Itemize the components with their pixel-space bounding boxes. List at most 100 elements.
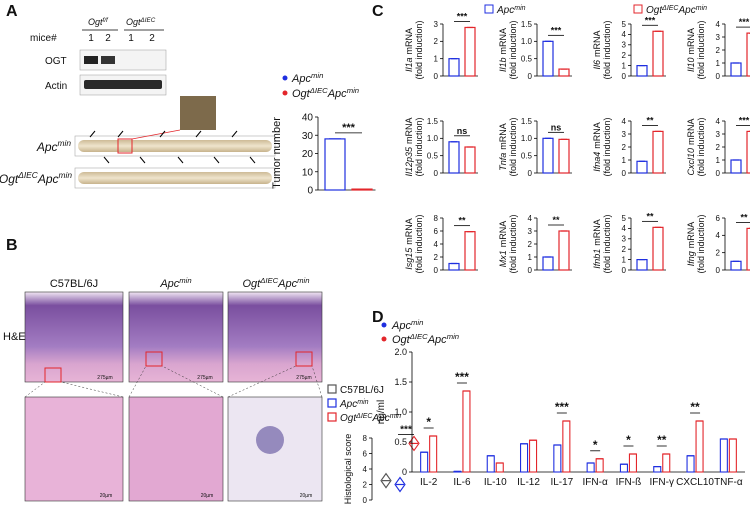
y-tick-label: 4 xyxy=(716,117,721,126)
text-part: C57BL/6J xyxy=(340,385,384,396)
text-part: f/f xyxy=(103,17,109,24)
y-tick-label: 4 xyxy=(528,214,533,223)
y-tick-label: 0 xyxy=(434,169,439,178)
significance: *** xyxy=(551,25,562,35)
bar xyxy=(686,455,695,473)
text-part: mRNA xyxy=(498,221,508,248)
y-axis-label: Il6 mRNA xyxy=(592,30,602,69)
y-tick-label: 2 xyxy=(622,51,627,60)
y-axis-label: (fold induction) xyxy=(696,117,706,176)
bar xyxy=(652,30,664,77)
text-part: Ogt xyxy=(646,5,663,16)
significance: ** xyxy=(458,216,466,226)
y-axis-label: Histological score xyxy=(343,434,353,505)
y-tick-label: 0 xyxy=(716,266,721,275)
arrow xyxy=(159,130,166,138)
legend-label: OgtΔIECApcmin xyxy=(392,332,459,347)
legend-label: Apcmin xyxy=(496,5,526,17)
row-label: OgtΔIECApcmin xyxy=(0,170,72,186)
bar xyxy=(662,453,671,473)
y-axis-label: (fold induction) xyxy=(414,117,424,176)
y-tick-label: 0.5 xyxy=(521,151,533,160)
y-tick-label: 40 xyxy=(302,113,314,124)
histology-image xyxy=(24,291,124,383)
bar xyxy=(495,462,504,473)
text-part: Ogt xyxy=(0,172,19,186)
bar xyxy=(448,141,460,174)
bar xyxy=(653,466,662,473)
text-part: mRNA xyxy=(404,218,414,245)
y-tick-label: 2 xyxy=(716,143,721,152)
bar xyxy=(553,444,562,473)
group-label: Ogtf/f xyxy=(88,17,109,28)
y-axis-label: Tnfa mRNA xyxy=(498,123,508,171)
y-axis-label: (fold induction) xyxy=(602,20,612,79)
zoom-image xyxy=(24,396,124,502)
significance: * xyxy=(426,415,431,429)
x-tick-label: IL-17 xyxy=(550,477,573,488)
y-axis-label: Mx1 mRNA xyxy=(498,221,508,268)
row-label: Apcmin xyxy=(36,138,72,154)
significance: *** xyxy=(739,115,750,125)
significance: ** xyxy=(646,211,654,221)
y-tick-label: 10 xyxy=(302,167,314,178)
histology-image xyxy=(128,291,224,383)
bar xyxy=(448,262,460,271)
y-tick-label: 0 xyxy=(716,169,721,178)
y-axis-label: (fold induction) xyxy=(508,214,518,273)
bar xyxy=(542,40,554,77)
text-part: min xyxy=(447,332,459,341)
text-part: min xyxy=(514,5,525,12)
y-tick-label: 2 xyxy=(363,480,368,489)
bar xyxy=(519,443,529,473)
y-tick-label: 1 xyxy=(622,255,627,264)
bar xyxy=(486,455,495,473)
zoom-box xyxy=(145,351,163,367)
text-part: ΔIEC xyxy=(661,5,679,12)
y-tick-label: 0.5 xyxy=(427,151,439,160)
violin xyxy=(408,435,420,452)
significance: *** xyxy=(342,122,356,134)
y-tick-label: 3 xyxy=(434,20,439,29)
x-tick-label: IL-10 xyxy=(484,477,507,488)
text-part: min xyxy=(297,276,309,285)
significance: *** xyxy=(455,370,469,384)
y-axis-label: (fold induction) xyxy=(508,117,518,176)
text-part: Apc xyxy=(496,5,514,16)
y-axis-label: (fold induction) xyxy=(602,214,612,273)
bar xyxy=(746,32,750,77)
violin xyxy=(394,476,406,493)
significance: *** xyxy=(645,15,656,25)
text-part: Ogt xyxy=(392,334,411,346)
x-tick-label: CXCL10 xyxy=(676,477,714,488)
legend-label: Apcmin xyxy=(391,318,423,333)
gene-name: Isg15 xyxy=(404,247,414,270)
panel-label: C xyxy=(372,3,384,20)
gene-name: Cxcl10 xyxy=(686,148,696,176)
arrow xyxy=(177,156,184,164)
bar xyxy=(558,230,570,271)
histology-image xyxy=(227,291,323,383)
blot-band xyxy=(84,56,98,64)
significance: *** xyxy=(739,17,750,27)
x-tick-label: IL-12 xyxy=(517,477,540,488)
bar xyxy=(558,68,570,77)
y-tick-label: 0 xyxy=(402,467,407,477)
intestine-photo xyxy=(78,172,272,184)
y-tick-label: 2 xyxy=(434,253,439,262)
text-part: mRNA xyxy=(498,123,508,150)
legend-marker xyxy=(327,412,337,422)
text-part: ΔIEC xyxy=(17,170,39,180)
y-tick-label: 1.0 xyxy=(521,37,533,46)
y-tick-label: 0 xyxy=(622,266,627,275)
y-tick-label: 2 xyxy=(622,143,627,152)
text-part: min xyxy=(311,71,323,80)
bar xyxy=(464,231,476,271)
y-tick-label: 1.0 xyxy=(394,407,407,417)
y-tick-label: 2 xyxy=(434,37,439,46)
text-part: mRNA xyxy=(686,28,696,55)
gene-name: Il12p35 xyxy=(404,146,414,177)
scale-bar-label: 275µm xyxy=(97,375,112,381)
y-tick-label: 4 xyxy=(622,117,627,126)
y-tick-label: 3 xyxy=(622,235,627,244)
